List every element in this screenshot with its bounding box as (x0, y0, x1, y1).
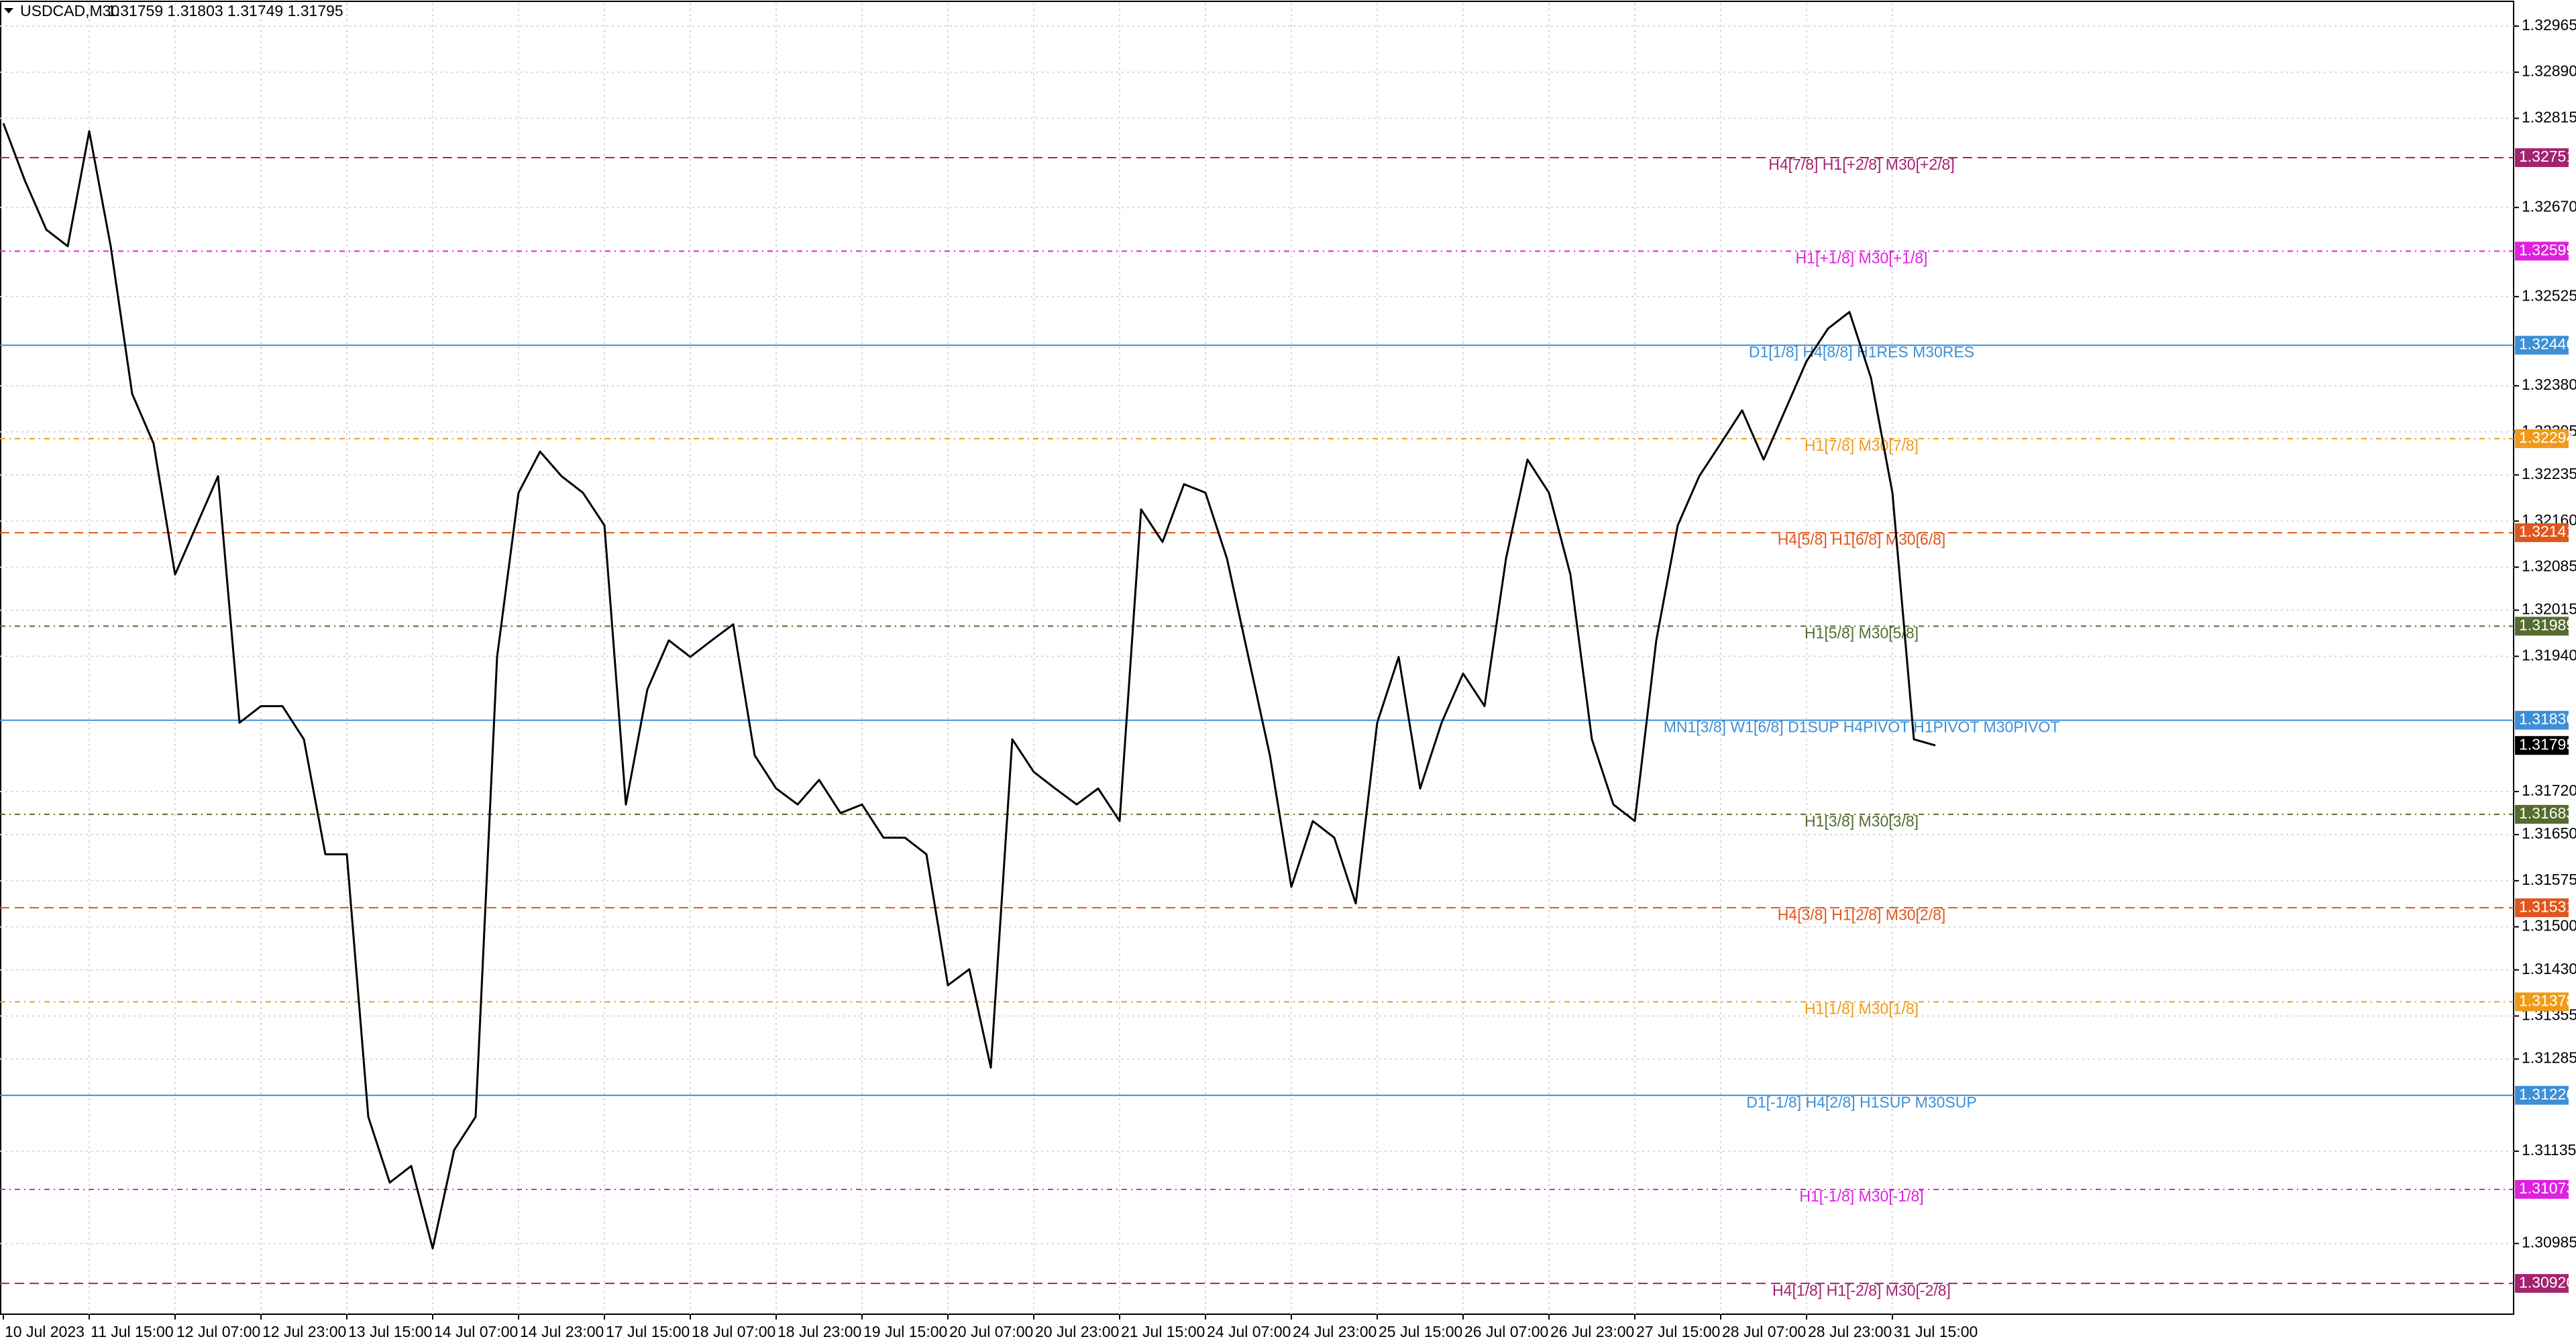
level-text: H1[-1/8] M30[-1/8] (1799, 1187, 1923, 1205)
price-label: 1.31073 (2519, 1179, 2575, 1197)
level-text: H1[5/8] M30[5/8] (1805, 625, 1919, 642)
x-tick-label: 13 Jul 15:00 (348, 1323, 432, 1339)
y-tick-label: 1.32890 (2522, 62, 2576, 80)
y-tick-label: 1.32085 (2522, 557, 2576, 575)
y-tick-label: 1.31500 (2522, 917, 2576, 934)
x-tick-label: 20 Jul 07:00 (949, 1323, 1033, 1339)
y-tick-label: 1.31650 (2522, 824, 2576, 842)
x-tick-label: 20 Jul 23:00 (1035, 1323, 1119, 1339)
level-text: MN1[3/8] W1[6/8] D1SUP H4PIVOT H1PIVOT M… (1664, 718, 2060, 736)
x-tick-label: 19 Jul 15:00 (863, 1323, 947, 1339)
x-tick-label: 18 Jul 07:00 (692, 1323, 775, 1339)
price-label: 1.31378 (2519, 992, 2575, 1009)
x-tick-label: 27 Jul 15:00 (1636, 1323, 1720, 1339)
level-text: H1[+1/8] M30[+1/8] (1796, 249, 1928, 266)
x-tick-label: 28 Jul 23:00 (1808, 1323, 1892, 1339)
price-label: 1.32446 (2519, 335, 2575, 353)
price-box (2515, 710, 2569, 730)
level-text: H4[7/8] H1[+2/8] M30[+2/8] (1768, 156, 1954, 173)
price-box (2515, 992, 2569, 1012)
y-tick-label: 1.30985 (2522, 1234, 2576, 1251)
x-tick-label: 17 Jul 15:00 (606, 1323, 690, 1339)
price-box (2515, 148, 2569, 168)
x-tick-label: 28 Jul 07:00 (1722, 1323, 1806, 1339)
price-box (2515, 523, 2569, 543)
x-tick-label: 10 Jul 2023 (5, 1323, 85, 1339)
x-tick-label: 31 Jul 15:00 (1894, 1323, 1978, 1339)
price-box (2515, 1274, 2569, 1293)
x-tick-label: 26 Jul 07:00 (1464, 1323, 1548, 1339)
level-text: H1[1/8] M30[1/8] (1805, 1000, 1919, 1017)
price-box (2515, 335, 2569, 355)
level-text: H4[1/8] H1[-2/8] M30[-2/8] (1772, 1281, 1951, 1299)
price-box (2515, 898, 2569, 918)
level-text: H1[3/8] M30[3/8] (1805, 812, 1919, 830)
symbol: USDCAD,M30 (20, 2, 119, 19)
y-tick-label: 1.31575 (2522, 871, 2576, 888)
current-price-label: 1.31795 (2519, 735, 2575, 753)
y-tick-label: 1.32380 (2522, 376, 2576, 393)
price-label: 1.31226 (2519, 1085, 2575, 1103)
x-tick-label: 12 Jul 07:00 (176, 1323, 260, 1339)
x-tick-label: 12 Jul 23:00 (262, 1323, 346, 1339)
price-label: 1.31989 (2519, 617, 2575, 634)
x-tick-label: 26 Jul 23:00 (1550, 1323, 1634, 1339)
level-text: D1[-1/8] H4[2/8] H1SUP M30SUP (1746, 1093, 1976, 1111)
price-label: 1.32599 (2519, 241, 2575, 258)
x-tick-label: 25 Jul 15:00 (1379, 1323, 1462, 1339)
y-tick-label: 1.32015 (2522, 600, 2576, 618)
y-tick-label: 1.32815 (2522, 108, 2576, 125)
price-box (2515, 1179, 2569, 1199)
y-tick-label: 1.31285 (2522, 1049, 2576, 1067)
price-box (2515, 429, 2569, 448)
x-tick-label: 14 Jul 23:00 (520, 1323, 604, 1339)
level-text: H1[7/8] M30[7/8] (1805, 437, 1919, 454)
y-tick-label: 1.31430 (2522, 960, 2576, 977)
current-price-box (2515, 736, 2569, 755)
quote: 1.31759 1.31803 1.31749 1.31795 (107, 2, 343, 19)
x-tick-label: 24 Jul 23:00 (1293, 1323, 1377, 1339)
y-tick-label: 1.32235 (2522, 465, 2576, 482)
level-text: H4[3/8] H1[2/8] M30[2/8] (1778, 906, 1946, 923)
x-tick-label: 11 Jul 15:00 (91, 1323, 174, 1339)
price-line (2, 123, 1936, 1250)
price-label: 1.32751 (2519, 148, 2575, 165)
price-label: 1.31531 (2519, 898, 2575, 915)
x-tick-label: 14 Jul 07:00 (434, 1323, 518, 1339)
price-label: 1.32294 (2519, 429, 2575, 446)
price-label: 1.31683 (2519, 804, 2575, 822)
price-box (2515, 1085, 2569, 1105)
plot-frame (0, 1, 2514, 1315)
price-label: 1.32141 (2519, 523, 2575, 540)
y-tick-label: 1.31720 (2522, 782, 2576, 799)
x-tick-label: 21 Jul 15:00 (1121, 1323, 1205, 1339)
y-tick-label: 1.32670 (2522, 197, 2576, 215)
x-tick-label: 24 Jul 07:00 (1207, 1323, 1291, 1339)
y-tick-label: 1.32965 (2522, 16, 2576, 34)
x-tick-label: 18 Jul 23:00 (777, 1323, 861, 1339)
level-text: H4[5/8] H1[6/8] M30[6/8] (1778, 531, 1946, 548)
y-tick-label: 1.31940 (2522, 646, 2576, 663)
price-label: 1.30920 (2519, 1273, 2575, 1291)
menu-arrow[interactable] (4, 8, 13, 13)
y-tick-label: 1.31135 (2522, 1141, 2576, 1159)
price-box (2515, 617, 2569, 636)
price-label: 1.31836 (2519, 710, 2575, 728)
price-box (2515, 804, 2569, 824)
price-box (2515, 242, 2569, 261)
y-tick-label: 1.32525 (2522, 286, 2576, 304)
